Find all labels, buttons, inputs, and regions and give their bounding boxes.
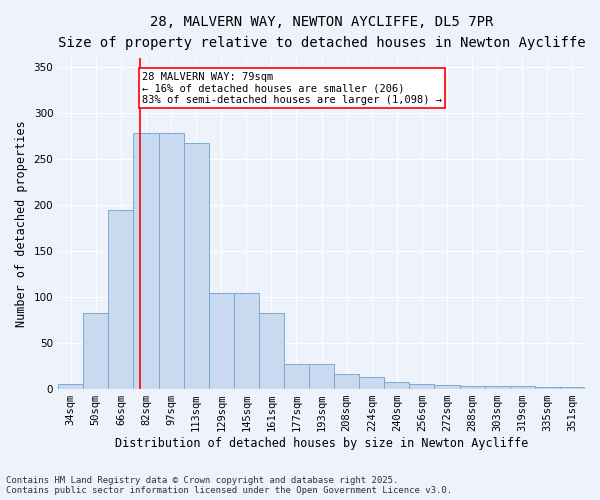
Y-axis label: Number of detached properties: Number of detached properties [15, 120, 28, 326]
Bar [485, 386, 510, 389]
Bar [158, 133, 184, 389]
Title: 28, MALVERN WAY, NEWTON AYCLIFFE, DL5 7PR
Size of property relative to detached : 28, MALVERN WAY, NEWTON AYCLIFFE, DL5 7P… [58, 15, 586, 50]
Bar [434, 386, 460, 389]
Bar [209, 294, 234, 389]
Bar [259, 312, 284, 389]
Bar [133, 133, 158, 389]
Bar [385, 382, 409, 389]
Bar [334, 374, 359, 389]
Bar [109, 210, 133, 389]
Bar [284, 364, 309, 389]
Bar [309, 364, 334, 389]
Bar [460, 386, 485, 389]
Bar [359, 377, 385, 389]
Bar [560, 387, 585, 389]
Bar [510, 386, 535, 389]
Bar [184, 144, 209, 389]
Bar [409, 384, 434, 389]
X-axis label: Distribution of detached houses by size in Newton Aycliffe: Distribution of detached houses by size … [115, 437, 528, 450]
Bar [234, 294, 259, 389]
Bar [58, 384, 83, 389]
Text: Contains HM Land Registry data © Crown copyright and database right 2025.
Contai: Contains HM Land Registry data © Crown c… [6, 476, 452, 495]
Bar [535, 387, 560, 389]
Bar [83, 312, 109, 389]
Text: 28 MALVERN WAY: 79sqm
← 16% of detached houses are smaller (206)
83% of semi-det: 28 MALVERN WAY: 79sqm ← 16% of detached … [142, 72, 442, 104]
